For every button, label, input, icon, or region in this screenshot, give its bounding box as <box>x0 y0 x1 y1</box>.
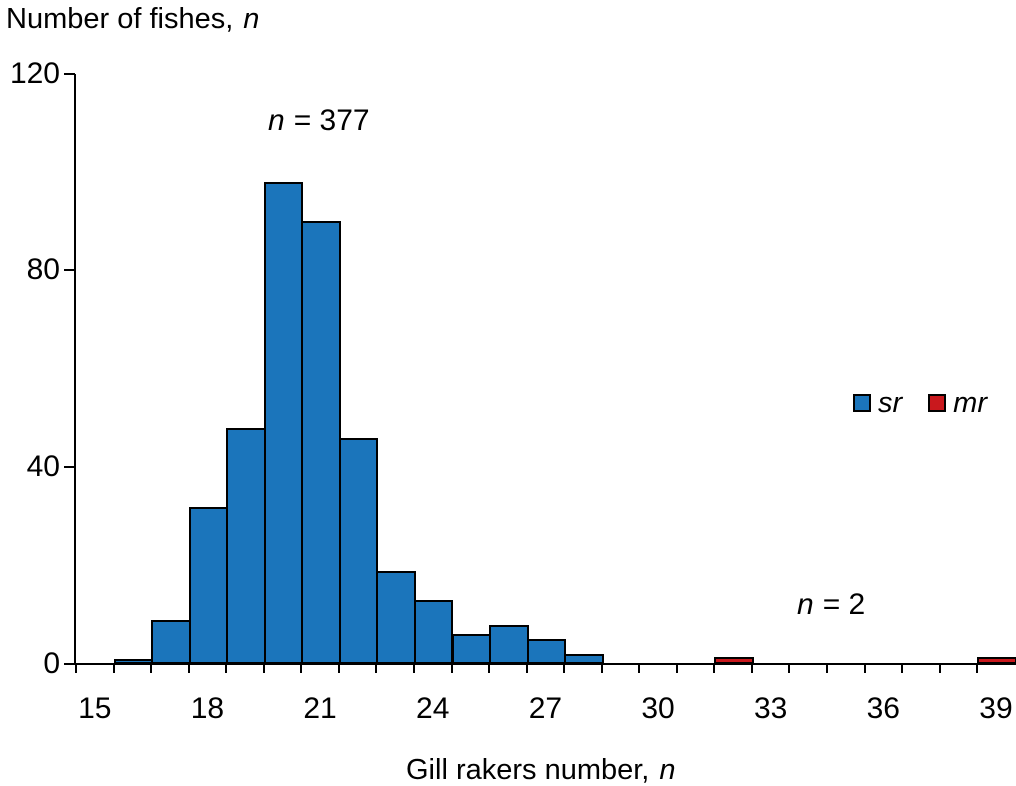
x-tick-mark <box>225 664 228 673</box>
x-tick-mark <box>150 664 153 673</box>
annotation-mr-symbol: n <box>797 588 814 621</box>
y-tick-mark <box>64 663 75 665</box>
y-axis-title-text: Number of fishes, <box>6 3 234 35</box>
x-tick-mark <box>638 664 641 673</box>
x-tick-label: 30 <box>641 692 675 725</box>
y-axis-title: Number of fishes, n <box>6 3 259 35</box>
x-axis-title-text: Gill rakers number, <box>406 754 650 786</box>
x-tick-mark <box>750 664 753 673</box>
bar-sr-23 <box>376 571 416 664</box>
x-tick-mark <box>788 664 791 673</box>
annotation-mr-count: n = 2 <box>797 588 865 622</box>
mr-swatch <box>928 394 947 412</box>
sr-swatch <box>853 394 871 412</box>
x-tick-mark <box>938 664 941 673</box>
legend: sr mr <box>853 388 987 418</box>
x-tick-label: 24 <box>416 692 450 725</box>
y-tick-label: 80 <box>26 253 60 287</box>
x-tick-mark <box>600 664 603 673</box>
y-tick-label: 120 <box>9 56 60 90</box>
legend-item-mr: mr <box>928 388 987 418</box>
bar-sr-17 <box>151 620 191 664</box>
bar-sr-27 <box>526 639 567 664</box>
x-tick-mark <box>412 664 415 673</box>
bar-sr-20 <box>263 182 304 664</box>
x-tick-mark <box>375 664 378 673</box>
bar-sr-24 <box>413 600 454 664</box>
x-tick-mark <box>337 664 340 673</box>
x-tick-mark <box>450 664 453 673</box>
x-tick-mark <box>300 664 303 673</box>
bar-sr-25 <box>451 634 492 664</box>
legend-item-sr: sr <box>853 388 902 418</box>
x-tick-mark <box>863 664 866 673</box>
x-tick-label: 18 <box>190 692 225 725</box>
x-tick-label: 33 <box>753 692 788 725</box>
bar-sr-19 <box>226 428 266 664</box>
x-tick-mark <box>488 664 491 673</box>
x-tick-label: 21 <box>303 692 337 725</box>
x-tick-label: 27 <box>528 692 563 725</box>
mr-legend-label: mr <box>953 387 987 419</box>
annotation-mr-text: = 2 <box>822 588 866 621</box>
y-tick-label: 0 <box>43 647 60 680</box>
x-tick-mark <box>75 664 77 673</box>
y-tick-mark <box>64 466 75 469</box>
bar-mr-32 <box>714 657 754 664</box>
bar-sr-16 <box>113 659 154 664</box>
y-tick-label: 40 <box>26 450 60 484</box>
x-tick-mark <box>976 664 979 673</box>
x-tick-mark <box>826 664 828 673</box>
y-tick-mark <box>64 72 75 75</box>
x-axis-title-symbol: n <box>659 754 676 786</box>
y-axis-title-symbol: n <box>243 3 260 35</box>
x-axis-title: Gill rakers number, n <box>406 754 676 786</box>
x-tick-label: 39 <box>979 692 1013 725</box>
y-axis-line <box>74 74 76 665</box>
x-tick-mark <box>563 664 566 673</box>
x-tick-label: 36 <box>866 692 900 725</box>
bar-sr-21 <box>301 221 341 664</box>
annotation-sr-count: n = 377 <box>268 104 370 138</box>
bar-mr-39 <box>977 657 1016 664</box>
x-tick-mark <box>713 664 716 673</box>
x-axis-line <box>74 663 1016 665</box>
x-tick-mark <box>187 664 190 673</box>
x-tick-mark <box>525 664 528 673</box>
bar-sr-18 <box>188 507 229 664</box>
x-tick-mark <box>675 664 678 673</box>
x-tick-mark <box>901 664 904 673</box>
sr-legend-label: sr <box>878 387 903 419</box>
bar-sr-28 <box>564 654 604 664</box>
y-tick-mark <box>64 269 75 272</box>
x-tick-mark <box>112 664 115 673</box>
bar-sr-22 <box>338 438 379 664</box>
annotation-sr-text: = 377 <box>293 104 370 137</box>
x-tick-label: 15 <box>78 692 112 725</box>
x-tick-mark <box>262 664 265 673</box>
bar-sr-26 <box>489 625 529 664</box>
annotation-sr-symbol: n <box>268 104 285 137</box>
